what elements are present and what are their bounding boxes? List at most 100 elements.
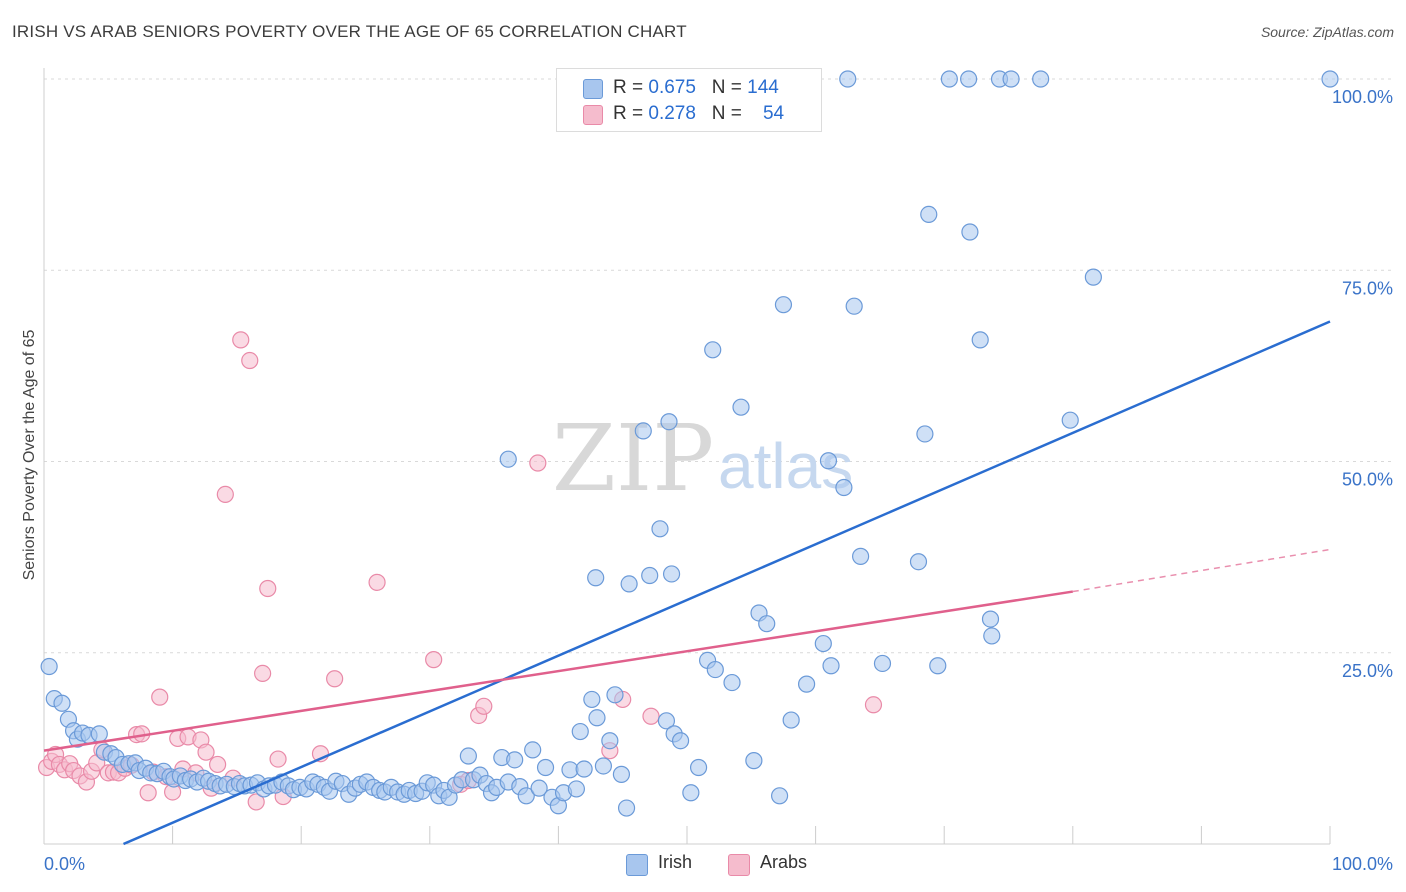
data-point	[835, 478, 853, 497]
arabs-n-label: N =	[711, 103, 748, 124]
data-point	[232, 331, 250, 349]
data-point	[706, 660, 724, 679]
data-point	[1032, 70, 1050, 88]
data-point	[909, 553, 928, 571]
data-point	[723, 673, 741, 692]
arabs-r-value: 0.278	[648, 103, 696, 124]
data-point	[920, 205, 938, 224]
correlation-legend: R = 0.675 N = 144 R = 0.278 N = 54	[556, 68, 822, 132]
data-point	[530, 779, 548, 797]
data-point	[254, 664, 272, 683]
data-point	[269, 750, 287, 768]
data-point	[916, 425, 934, 443]
data-point	[732, 398, 750, 416]
arabs-swatch-icon	[583, 105, 603, 125]
data-point	[961, 223, 979, 241]
data-point	[40, 657, 58, 676]
data-point	[90, 725, 108, 743]
data-point	[606, 686, 624, 704]
data-point	[641, 566, 659, 585]
data-point	[1061, 411, 1079, 429]
arabs-series	[37, 331, 883, 811]
data-point	[216, 485, 234, 503]
y-tick-label: 50.0%	[1342, 470, 1393, 490]
data-point	[620, 575, 638, 593]
data-point	[642, 707, 660, 725]
data-point	[960, 70, 978, 88]
data-point	[1321, 70, 1339, 88]
data-point	[971, 331, 989, 349]
data-point	[459, 747, 477, 765]
arabs-trend-line	[43, 590, 1073, 752]
data-point	[940, 70, 958, 88]
watermark-zip: ZIP	[552, 405, 714, 512]
data-point	[983, 627, 1001, 645]
data-point	[651, 520, 669, 538]
data-point	[770, 787, 789, 805]
data-point	[864, 696, 883, 714]
data-point	[506, 751, 524, 769]
data-point	[852, 547, 870, 565]
data-point	[571, 722, 589, 741]
arabs-legend-swatch-icon	[728, 854, 750, 876]
data-point	[822, 657, 840, 675]
irish-series	[40, 70, 1339, 817]
data-point	[197, 743, 215, 761]
data-point	[517, 787, 535, 805]
data-point	[758, 615, 776, 633]
y-tick-label: 25.0%	[1342, 661, 1393, 681]
data-point	[682, 784, 700, 802]
data-point	[634, 422, 652, 440]
data-point	[583, 690, 601, 709]
data-point	[425, 651, 443, 669]
data-point	[845, 297, 863, 315]
irish-r-value: 0.675	[648, 77, 696, 98]
data-point	[819, 452, 838, 470]
data-point	[575, 760, 593, 778]
data-point	[662, 565, 681, 583]
x-tick-label: 0.0%	[44, 854, 85, 874]
data-point	[499, 450, 517, 468]
data-point	[612, 765, 631, 783]
arabs-legend-label: Arabs	[760, 852, 808, 872]
data-point	[587, 569, 605, 587]
data-point	[617, 799, 636, 817]
data-point	[797, 675, 816, 693]
data-point	[660, 413, 678, 431]
data-point	[247, 793, 265, 811]
irish-swatch-icon	[583, 79, 603, 99]
data-point	[368, 573, 386, 591]
grid-lines	[43, 68, 1395, 845]
data-point	[689, 758, 708, 777]
data-point	[704, 341, 722, 359]
data-point	[475, 697, 493, 715]
data-point	[601, 732, 619, 750]
data-point	[259, 579, 277, 598]
data-point	[594, 757, 613, 775]
irish-legend-swatch-icon	[626, 854, 648, 876]
arabs-trend-extension	[1072, 548, 1331, 593]
data-point	[671, 732, 690, 750]
data-point	[981, 610, 1000, 628]
data-point	[782, 711, 800, 729]
data-point	[657, 712, 676, 730]
data-point	[326, 670, 344, 688]
data-point	[536, 758, 555, 777]
data-point	[151, 688, 169, 706]
data-point	[588, 709, 606, 727]
data-point	[873, 654, 892, 673]
irish-r-label: R =	[613, 77, 649, 98]
data-point	[524, 741, 542, 759]
data-point	[1002, 70, 1020, 88]
series-legend: Irish Arabs	[0, 852, 1406, 876]
irish-n-label: N =	[711, 77, 748, 98]
data-point	[1084, 268, 1102, 286]
y-tick-label: 75.0%	[1342, 278, 1393, 298]
irish-n-value: 144	[747, 77, 779, 98]
axis-tick-labels: 25.0% 50.0% 75.0% 100.0% 0.0% 100.0%	[44, 87, 1393, 874]
irish-trend-line	[122, 320, 1331, 846]
y-tick-label: 100.0%	[1332, 87, 1393, 107]
arabs-r-label: R =	[613, 103, 649, 124]
data-point	[53, 694, 71, 712]
